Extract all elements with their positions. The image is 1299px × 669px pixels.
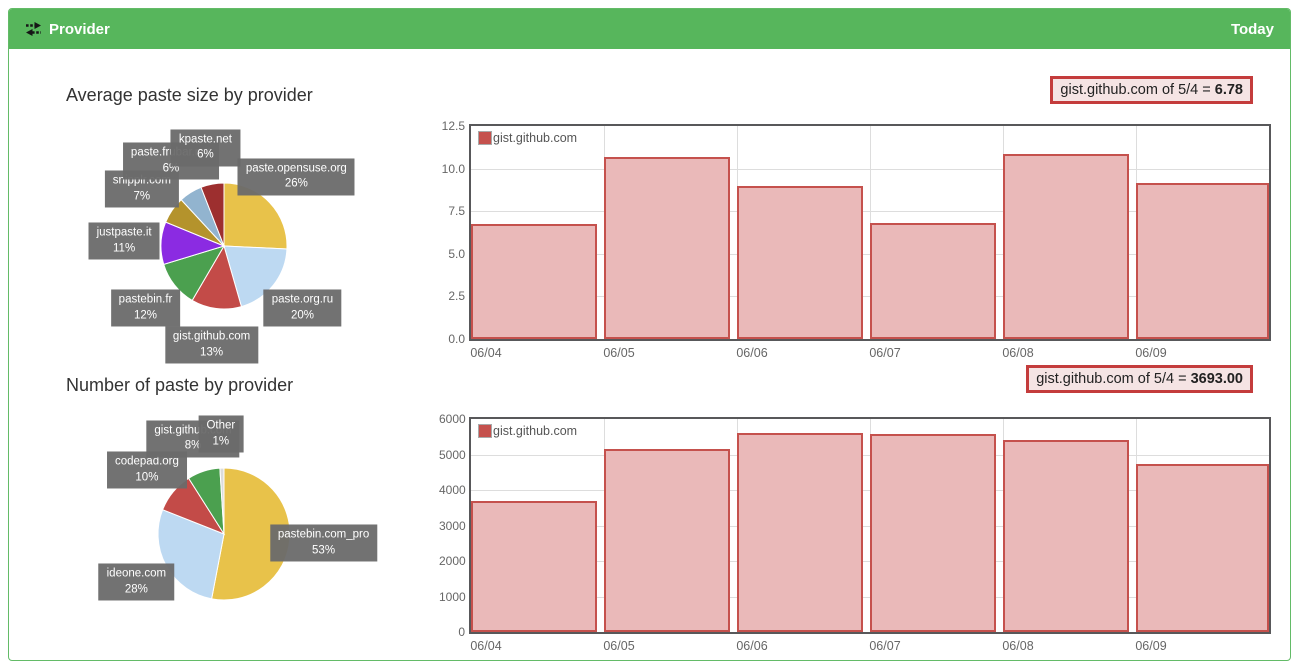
y-axis-tick-label: 6000: [439, 412, 466, 426]
exchange-icon: [25, 22, 42, 36]
legend: gist.github.com: [478, 424, 577, 438]
pie-svg: [160, 182, 288, 310]
pie-label-kpaste.net: kpaste.net 6%: [170, 129, 240, 167]
pie2-title: Number of paste by provider: [66, 375, 294, 395]
legend-label: gist.github.com: [493, 424, 578, 438]
plot-area: gist.github.com: [469, 417, 1271, 634]
tooltip-count-value: gist.github.com of 5/4 = 3693.00: [1026, 365, 1253, 393]
x-axis-tick-label: 06/06: [736, 346, 768, 360]
tooltip-label: gist.github.com of 5/4 =: [1060, 82, 1215, 98]
y-axis-tick-label: 1000: [439, 589, 466, 604]
x-axis-tick-label: 06/04: [470, 346, 502, 360]
pie-label-gist.github.com: gist.github.com 13%: [164, 326, 259, 364]
bar-06/07[interactable]: [870, 223, 996, 339]
bar-06/09[interactable]: [1136, 183, 1269, 339]
panel-header: Provider Today: [9, 9, 1290, 49]
y-axis-tick-label: 2000: [439, 554, 466, 568]
bar-06/05[interactable]: [604, 156, 730, 339]
pie-label-codepad.org: codepad.org 10%: [106, 451, 187, 489]
tooltip-label: gist.github.com of 5/4 =: [1036, 371, 1191, 387]
bar-06/05[interactable]: [604, 449, 730, 632]
x-axis-tick-label: 06/07: [869, 639, 901, 653]
bar-06/07[interactable]: [870, 434, 996, 632]
panel-title: Provider: [49, 20, 110, 38]
pie-label-Other: Other 1%: [198, 415, 244, 453]
bar-chart-average-paste-size: gist.github.com 0.0 2.5 5.0 7.5 10.0 12.5 06/04…: [439, 110, 1291, 370]
y-axis-tick-label: 4000: [439, 483, 466, 497]
pie-label-paste.org.ru: paste.org.ru 20%: [263, 289, 342, 327]
y-axis-tick-label: 2.5: [448, 289, 465, 304]
y-axis-tick-label: 12.5: [441, 119, 465, 133]
pie-label-pastebin.fr: pastebin.fr 12%: [110, 289, 181, 327]
bar-06/06[interactable]: [737, 185, 863, 339]
legend-label: gist.github.com: [493, 131, 578, 145]
bar-06/06[interactable]: [737, 432, 863, 632]
tooltip-average-value: gist.github.com of 5/4 = 6.78: [1050, 76, 1253, 104]
pie-label-pastebin.com_pro: pastebin.com_pro 53%: [269, 524, 378, 562]
bar-06/09[interactable]: [1136, 464, 1269, 632]
x-axis-tick-label: 06/08: [1002, 639, 1034, 653]
plot-area: gist.github.com: [469, 124, 1271, 341]
pie1-title: Average paste size by provider: [66, 85, 313, 105]
legend-swatch: [478, 131, 492, 145]
y-axis-tick-label: 3000: [439, 518, 466, 533]
y-axis-tick-label: 0.0: [448, 332, 465, 346]
y-axis-tick-label: 0: [458, 625, 465, 639]
pie-chart-average-paste-size: paste.opensuse.org 26% paste.org.ru 20% gist…: [49, 109, 399, 379]
x-axis-tick-label: 06/09: [1135, 346, 1167, 360]
x-axis-tick-label: 06/06: [736, 639, 768, 653]
tooltip-value: 3693.00: [1190, 371, 1243, 387]
bar-06/04[interactable]: [471, 223, 597, 339]
x-axis-tick-label: 06/09: [1135, 639, 1167, 653]
y-axis-tick-label: 7.5: [448, 204, 465, 219]
x-axis-tick-label: 06/05: [603, 639, 635, 653]
x-axis-tick-label: 06/05: [603, 346, 635, 360]
legend: gist.github.com: [478, 131, 577, 145]
pie-chart-number-of-paste: pastebin.com_pro 53% ideone.com 28% codepad.…: [49, 401, 399, 631]
bar-06/08[interactable]: [1003, 154, 1129, 339]
tooltip-value: 6.78: [1214, 82, 1243, 98]
today-filter-button[interactable]: Today: [1230, 20, 1274, 38]
pie-svg: [157, 467, 291, 601]
provider-panel: Provider Today Average paste size by pro…: [8, 8, 1291, 661]
bar-06/08[interactable]: [1003, 439, 1129, 632]
pie-label-ideone.com: ideone.com 28%: [98, 563, 175, 601]
pie-label-paste.opensuse.org: paste.opensuse.org 26%: [237, 158, 355, 196]
pie-slice-paste.opensuse.org[interactable]: [223, 182, 288, 250]
x-axis-tick-label: 06/04: [470, 639, 502, 653]
bar-chart-number-of-paste: gist.github.com 0 1000 2000 3000 4000 5000 6000…: [439, 403, 1291, 663]
legend-swatch: [478, 424, 492, 438]
y-axis-tick-label: 5000: [439, 447, 466, 462]
x-axis-tick-label: 06/08: [1002, 346, 1034, 360]
pie-label-justpaste.it: justpaste.it 11%: [88, 222, 160, 260]
bar-06/04[interactable]: [471, 500, 597, 632]
pie-slice-paste.org.ru[interactable]: [223, 245, 288, 308]
y-axis-tick-label: 10.0: [441, 161, 465, 176]
x-axis-tick-label: 06/07: [869, 346, 901, 360]
pie-slice-kpaste.net[interactable]: [200, 182, 225, 247]
pie-slice-Other[interactable]: [219, 467, 225, 535]
y-axis-tick-label: 5.0: [448, 246, 465, 261]
